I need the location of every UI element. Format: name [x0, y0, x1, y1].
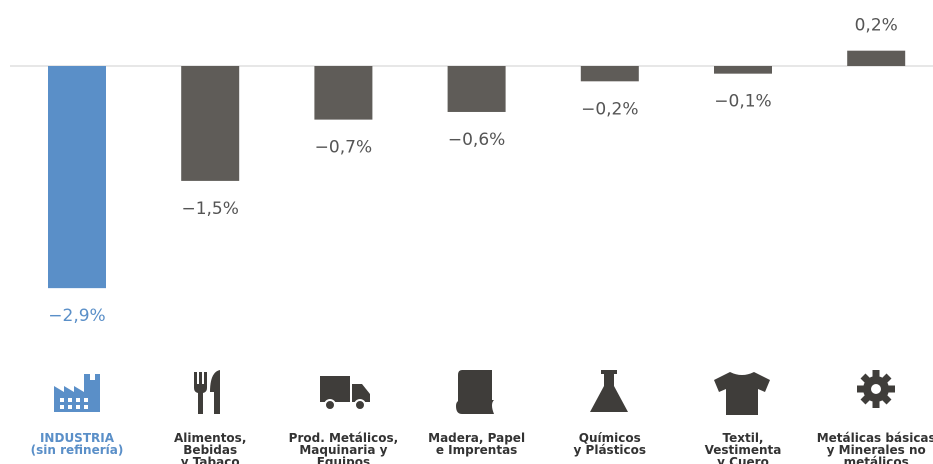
bar	[447, 66, 506, 112]
category-line: Metálicas básicas	[817, 431, 933, 445]
category-line: Vestimenta	[705, 443, 782, 457]
category-line: y Cuero	[717, 455, 769, 464]
category-line: e Imprentas	[436, 443, 517, 457]
bar	[714, 66, 772, 74]
value-label: −0,6%	[448, 130, 505, 150]
category-line: Equipos	[317, 455, 370, 464]
category-label: Químicos y Plásticos	[574, 431, 647, 457]
truck-icon	[320, 376, 370, 411]
category-line: Bebidas	[183, 443, 237, 457]
category-label: Textil, Vestimenta y Cuero	[705, 431, 782, 464]
category-line: Maquinaria y	[299, 443, 387, 457]
category-line: Madera, Papel	[428, 431, 525, 445]
category-line: INDUSTRIA	[40, 431, 115, 445]
value-label: −0,1%	[714, 92, 771, 112]
value-label: −2,9%	[48, 306, 105, 326]
bar	[314, 66, 373, 120]
bar	[181, 66, 240, 181]
category-line: Prod. Metálicos,	[289, 431, 398, 445]
category-line: metálicos	[844, 455, 909, 464]
category-label: INDUSTRIA (sin refinería)	[31, 431, 124, 457]
bar	[847, 50, 906, 66]
shirt-icon	[714, 372, 770, 415]
flask-icon	[590, 370, 628, 412]
category-label: Madera, Papel e Imprentas	[428, 431, 525, 457]
bar	[48, 66, 106, 289]
value-label: 0,2%	[855, 16, 898, 36]
value-label: −0,7%	[315, 138, 372, 158]
category-label: Alimentos, Bebidas y Tabaco	[174, 431, 246, 464]
value-label: −0,2%	[581, 99, 638, 119]
gear-icon	[857, 370, 895, 408]
category-line: Químicos	[579, 431, 641, 445]
category-line: y Minerales no	[827, 443, 926, 457]
category-line: y Plásticos	[574, 443, 647, 457]
bar	[580, 66, 639, 82]
category-line: y Tabaco	[181, 455, 240, 464]
category-line: (sin refinería)	[31, 443, 124, 457]
value-label: −1,5%	[181, 199, 238, 219]
food-icon	[194, 370, 220, 414]
category-label: Prod. Metálicos, Maquinaria y Equipos	[289, 431, 398, 464]
category-label: Metálicas básicas y Minerales no metálicos	[817, 431, 933, 464]
category-line: Textil,	[723, 431, 764, 445]
category-line: Alimentos,	[174, 431, 246, 445]
factory-icon	[54, 374, 100, 412]
paper-icon	[456, 370, 494, 414]
